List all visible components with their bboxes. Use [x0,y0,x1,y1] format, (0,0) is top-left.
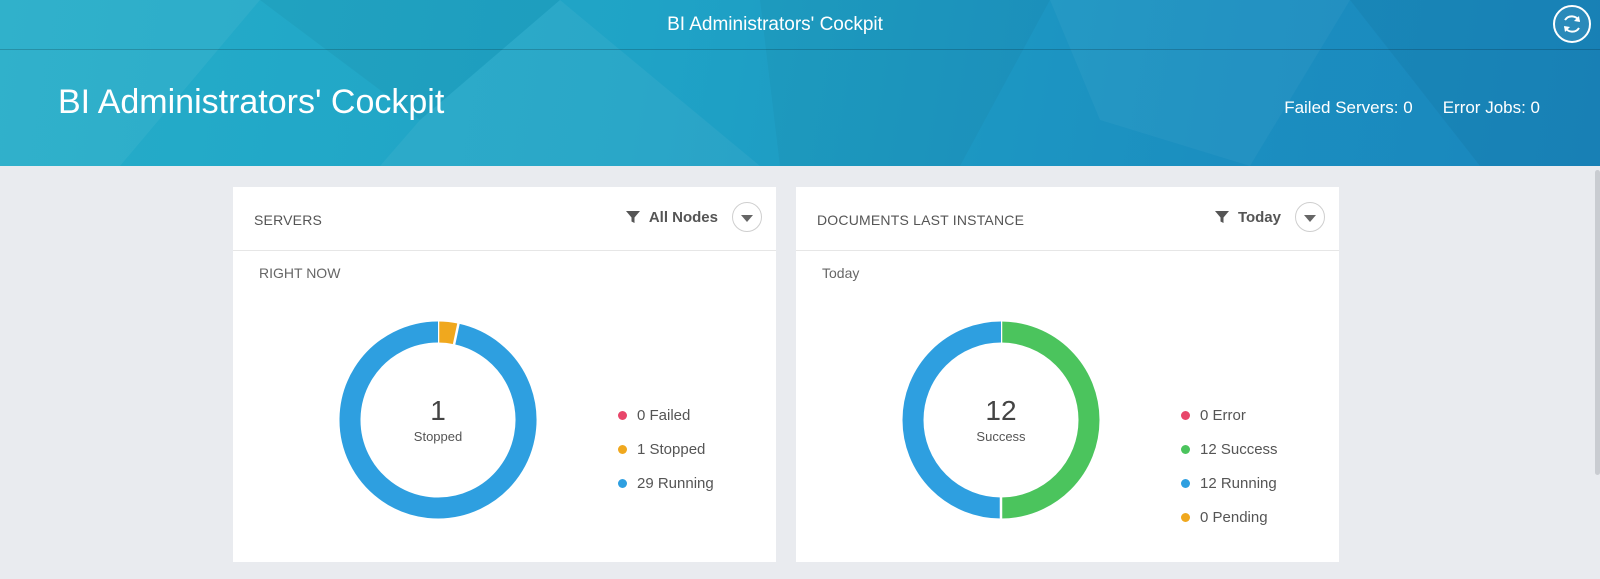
servers-card: SERVERS All Nodes RIGHT NOW 1 Stopped 0 … [233,187,776,562]
servers-filter-label[interactable]: All Nodes [648,208,718,226]
error-jobs-kpi[interactable]: Error Jobs: 0 [1442,98,1540,117]
servers-donut-center: 1 Stopped [336,318,540,522]
legend-item-pending[interactable]: 0 Pending [1181,500,1278,534]
servers-filter-dropdown-button[interactable] [732,202,762,232]
documents-subtitle: Today [822,265,860,281]
documents-card-title: DOCUMENTS LAST INSTANCE [817,212,1025,228]
chevron-down-icon [741,214,753,222]
servers-legend: 0 Failed 1 Stopped 29 Running [618,398,714,500]
refresh-button[interactable] [1553,5,1591,43]
servers-center-label: Stopped [413,429,463,444]
segment-running[interactable] [339,321,537,519]
legend-item-running[interactable]: 12 Running [1181,466,1278,500]
legend-item-error[interactable]: 0 Error [1181,398,1278,432]
legend-dot [1181,444,1190,454]
legend-dot [1181,410,1190,420]
servers-card-header: SERVERS All Nodes [233,187,776,251]
documents-donut-svg [902,320,1100,520]
servers-center-value: 1 [430,395,446,426]
filter-icon [625,211,640,223]
legend-label: 12 Running [1200,474,1277,492]
documents-filter[interactable]: Today [1214,202,1325,232]
page-scrollbar[interactable] [1595,170,1600,475]
chevron-down-icon [1304,214,1316,222]
segment-running[interactable] [902,321,1002,519]
header-banner: BI Administrators' Cockpit BI Administra… [0,0,1600,166]
header-background-pattern [0,0,1600,166]
legend-dot [1181,512,1190,522]
legend-label: 0 Failed [637,406,691,424]
legend-dot [1181,478,1190,488]
legend-item-stopped[interactable]: 1 Stopped [618,432,714,466]
filter-icon [1214,211,1229,223]
documents-donut-chart[interactable]: 12 Success [899,318,1103,522]
servers-donut-svg [339,320,537,519]
documents-filter-label[interactable]: Today [1237,208,1281,226]
documents-card: DOCUMENTS LAST INSTANCE Today Today 12 S… [796,187,1339,562]
servers-subtitle: RIGHT NOW [259,265,341,281]
kpi-summary: Failed Servers: 0 Error Jobs: 0 [1284,98,1540,118]
shell-title: BI Administrators' Cockpit [667,14,883,35]
legend-dot [618,478,627,488]
page-title: BI Administrators' Cockpit [58,83,445,121]
documents-card-header: DOCUMENTS LAST INSTANCE Today [796,187,1339,251]
legend-label: 0 Error [1200,406,1246,424]
segment-separator [452,322,460,346]
legend-label: 0 Pending [1200,508,1268,526]
legend-label: 12 Success [1200,440,1278,458]
documents-donut-center: 12 Success [899,318,1103,522]
legend-label: 29 Running [637,474,714,492]
documents-center-value: 12 [985,395,1017,426]
legend-item-success[interactable]: 12 Success [1181,432,1278,466]
legend-dot [618,444,627,454]
documents-center-label: Success [976,429,1026,444]
legend-item-failed[interactable]: 0 Failed [618,398,714,432]
legend-label: 1 Stopped [637,440,706,458]
shell-bar: BI Administrators' Cockpit [0,0,1600,50]
segment-success[interactable] [1000,321,1100,519]
servers-filter[interactable]: All Nodes [625,202,762,232]
legend-dot [618,410,627,420]
documents-filter-dropdown-button[interactable] [1295,202,1325,232]
servers-donut-chart[interactable]: 1 Stopped [336,318,540,522]
documents-legend: 0 Error 12 Success 12 Running 0 Pending [1181,398,1278,534]
failed-servers-kpi[interactable]: Failed Servers: 0 [1284,98,1413,117]
refresh-icon [1564,15,1580,33]
legend-item-running[interactable]: 29 Running [618,466,714,500]
servers-card-title: SERVERS [254,212,323,228]
